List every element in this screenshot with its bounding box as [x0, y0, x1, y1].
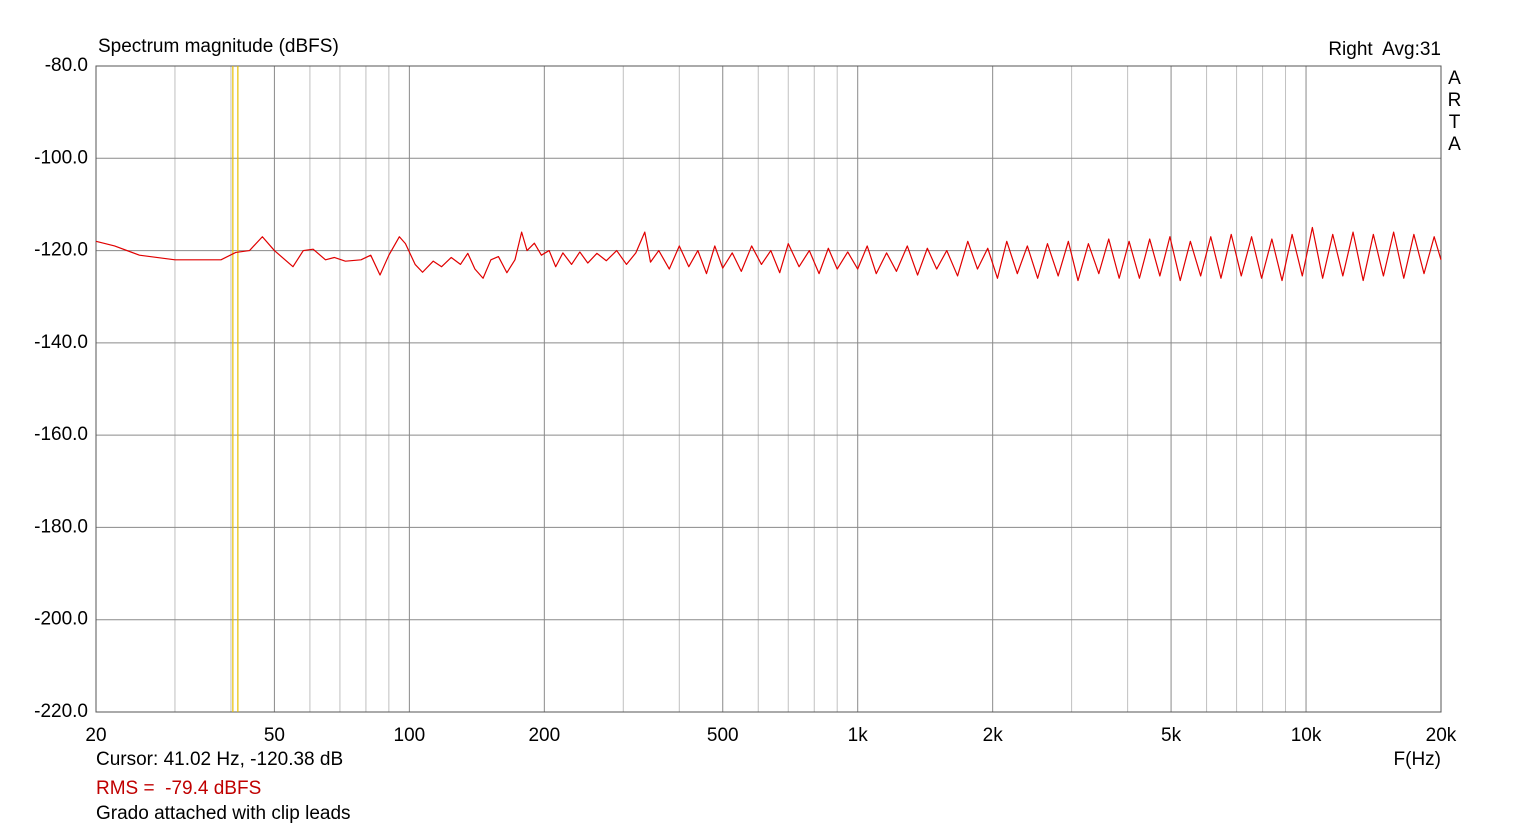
x-tick-label: 500: [707, 725, 739, 746]
y-tick-label: -140.0: [34, 332, 88, 353]
x-tick-label: 20: [85, 725, 106, 746]
x-tick-label: 50: [264, 725, 285, 746]
note: Grado attached with clip leads: [96, 803, 351, 824]
x-tick-label: 100: [394, 725, 426, 746]
x-tick-label: 2k: [983, 725, 1004, 746]
spectrum-line: [95, 226, 1442, 282]
x-axis-label: F(Hz): [1394, 749, 1441, 770]
channel-label: Right Avg:31: [1328, 39, 1441, 60]
cursor-readout: Cursor: 41.02 Hz, -120.38 dB: [96, 749, 343, 770]
plot-frame: [95, 65, 1442, 713]
x-tick-label: 1k: [848, 725, 869, 746]
grid: [95, 65, 1442, 713]
x-tick-label: 20k: [1426, 725, 1457, 746]
x-tick-label: 5k: [1161, 725, 1182, 746]
rms-readout: RMS = -79.4 dBFS: [96, 778, 261, 799]
y-tick-label: -160.0: [34, 424, 88, 445]
y-tick-label: -80.0: [45, 55, 88, 76]
y-tick-label: -100.0: [34, 147, 88, 168]
x-tick-label: 200: [528, 725, 560, 746]
y-tick-label: -120.0: [34, 240, 88, 261]
y-tick-label: -220.0: [34, 701, 88, 722]
x-tick-label: 10k: [1291, 725, 1322, 746]
y-tick-label: -200.0: [34, 609, 88, 630]
brand: ARTA: [1444, 68, 1465, 156]
y-tick-label: -180.0: [34, 516, 88, 537]
chart-title: Spectrum magnitude (dBFS): [98, 36, 339, 57]
